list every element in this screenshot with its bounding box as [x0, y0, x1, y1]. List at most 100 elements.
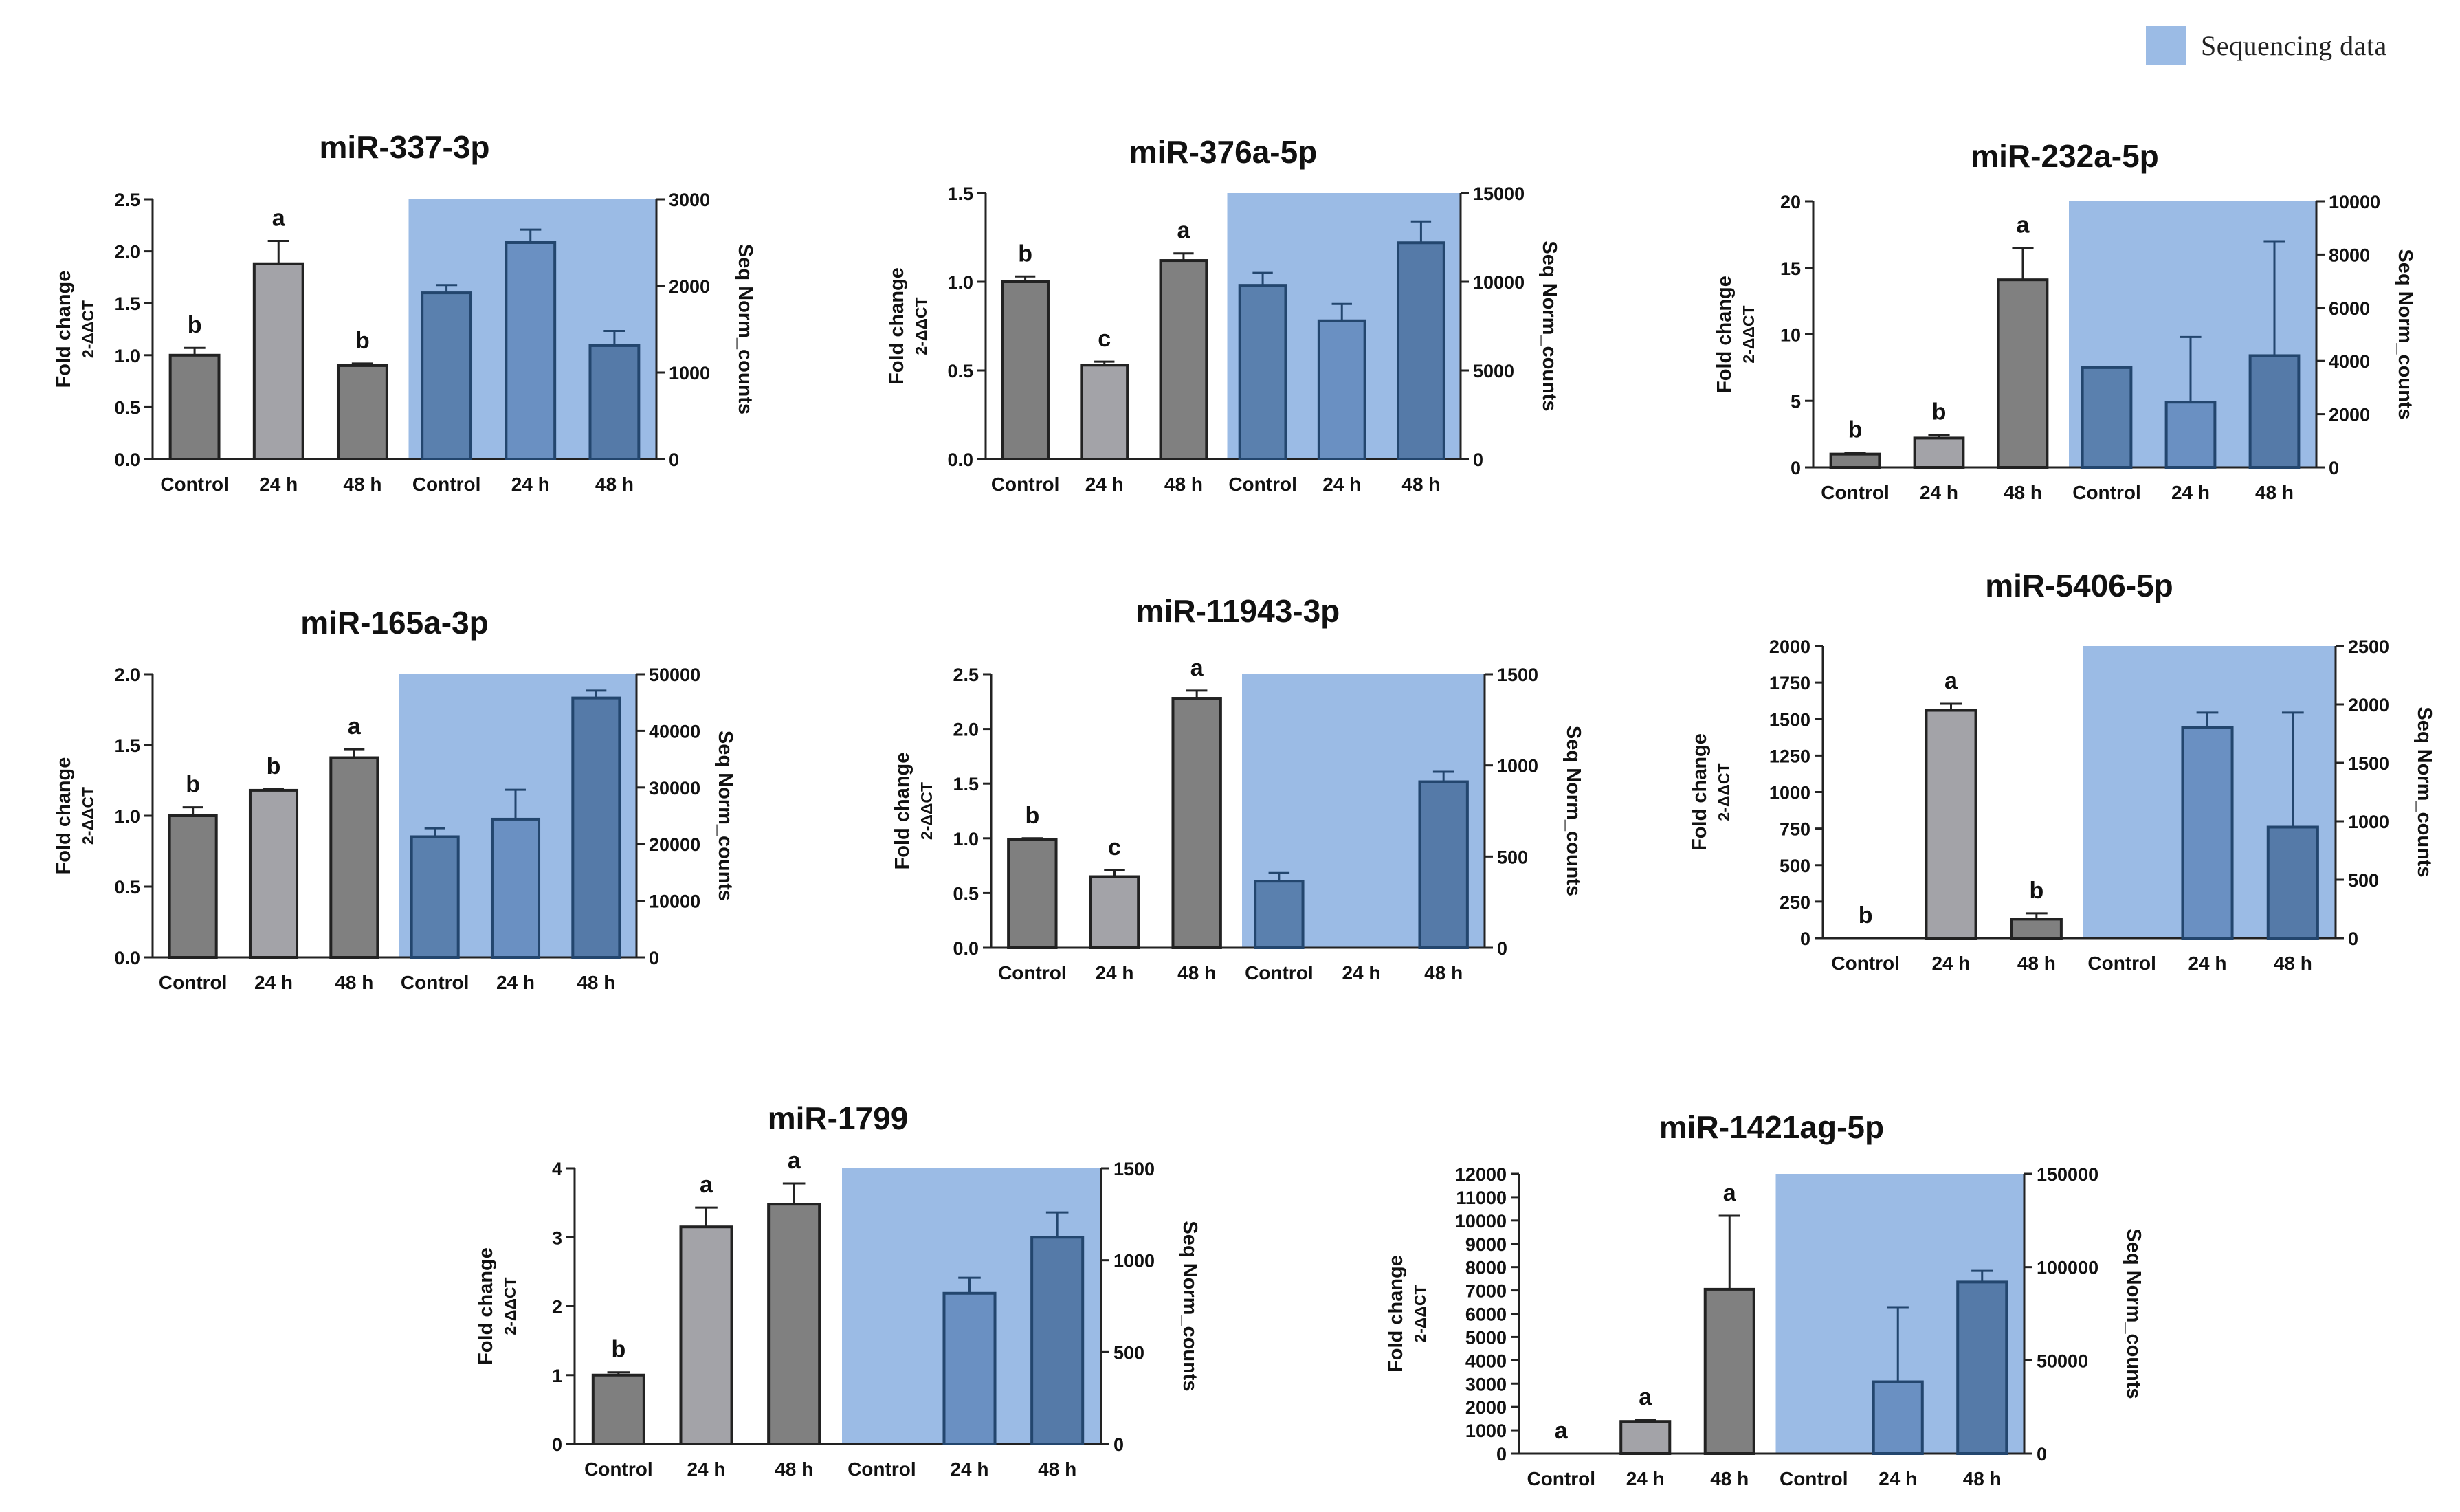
seq-bar: [410, 835, 460, 959]
qpcr-bar: [591, 1373, 645, 1445]
left-tick-label: 1.5: [114, 293, 140, 314]
x-tick-label: 48 h: [1038, 1458, 1076, 1480]
right-tick-label: 8000: [2329, 245, 2370, 265]
left-tick-label: 1000: [1465, 1421, 1507, 1441]
x-tick-label: Control: [1245, 962, 1314, 983]
y-axis-formula: 2-ΔΔCT: [1740, 305, 1758, 363]
qpcr-bar: [1703, 1287, 1755, 1455]
y-axis-formula: 2-ΔΔCT: [912, 297, 930, 355]
left-tick-label: 3000: [1465, 1374, 1507, 1394]
significance-letter: b: [2029, 878, 2043, 904]
chart-title: miR-1799: [768, 1100, 909, 1136]
significance-letter: a: [1944, 668, 1958, 694]
y2-axis-label: Seq Norm_counts: [2394, 249, 2416, 419]
right-tick-label: 100000: [2037, 1258, 2098, 1278]
x-tick-label: 48 h: [775, 1458, 813, 1480]
right-tick-label: 0: [1473, 449, 1483, 470]
right-tick-label: 2000: [669, 276, 710, 297]
x-tick-label: 48 h: [595, 474, 634, 495]
right-tick-label: 50000: [2037, 1350, 2088, 1371]
seq-bar: [1238, 284, 1287, 460]
chart-title: miR-337-3p: [320, 129, 490, 165]
x-tick-label: 48 h: [1177, 962, 1216, 983]
seq-bar: [571, 696, 621, 959]
significance-letter: b: [1025, 803, 1039, 829]
right-tick-label: 0: [2037, 1444, 2047, 1465]
y2-axis-label: Seq Norm_counts: [734, 244, 756, 414]
right-tick-label: 2500: [2348, 636, 2389, 657]
x-tick-label: 24 h: [2188, 953, 2226, 974]
left-tick-label: 1500: [1769, 709, 1810, 730]
significance-letter: a: [1639, 1384, 1652, 1410]
x-tick-label: 48 h: [2274, 953, 2312, 974]
chart-title: miR-165a-3p: [300, 605, 489, 641]
left-tick-label: 0.5: [114, 877, 140, 898]
left-tick-label: 0: [1800, 929, 1810, 949]
left-tick-label: 6000: [1465, 1304, 1507, 1325]
left-tick-label: 7000: [1465, 1281, 1507, 1302]
significance-letter: a: [700, 1172, 713, 1198]
x-tick-label: Control: [584, 1458, 653, 1480]
y-axis-label: Fold change: [1385, 1255, 1407, 1372]
left-tick-label: 0.0: [114, 948, 140, 968]
x-tick-label: Control: [998, 962, 1067, 983]
right-tick-label: 1500: [1497, 665, 1538, 685]
x-tick-label: 48 h: [1401, 474, 1440, 495]
left-tick-label: 0: [1791, 458, 1801, 478]
qpcr-bar: [168, 353, 221, 460]
left-tick-label: 1.5: [947, 184, 973, 204]
left-tick-label: 5: [1791, 391, 1801, 412]
x-tick-label: 24 h: [1626, 1468, 1665, 1489]
left-tick-label: 1250: [1769, 746, 1810, 766]
qpcr-bar: [2010, 918, 2063, 940]
qpcr-bar: [1171, 697, 1222, 949]
y-axis-formula: 2-ΔΔCT: [918, 782, 935, 840]
x-tick-label: 48 h: [335, 972, 373, 993]
y2-axis-label: Seq Norm_counts: [1538, 241, 1560, 411]
left-tick-label: 1750: [1769, 673, 1810, 693]
qpcr-bar: [252, 262, 304, 460]
x-tick-label: 24 h: [1095, 962, 1133, 983]
x-tick-label: Control: [2072, 482, 2141, 503]
chart-title: miR-376a-5p: [1129, 134, 1318, 170]
right-tick-label: 1500: [2348, 753, 2389, 774]
seq-bar: [942, 1291, 997, 1445]
left-tick-label: 1000: [1769, 783, 1810, 803]
right-tick-label: 10000: [649, 891, 700, 912]
left-tick-label: 1.0: [114, 346, 140, 366]
right-tick-label: 0: [1113, 1434, 1124, 1455]
seq-bar: [1872, 1380, 1924, 1455]
significance-letter: a: [1190, 655, 1204, 681]
right-tick-label: 500: [1497, 847, 1528, 867]
x-tick-label: 24 h: [259, 474, 298, 495]
chart-title: miR-232a-5p: [1971, 138, 2159, 174]
chart-panel-5: miR-11943-3p 0.0 0.5 1.0 1.5 2.0 2.5 0 500 1000 15…: [891, 593, 1584, 983]
right-tick-label: 20000: [649, 834, 700, 855]
right-tick-label: 5000: [1473, 361, 1514, 381]
x-tick-label: 48 h: [2255, 482, 2294, 503]
left-tick-label: 2.0: [114, 665, 140, 685]
left-tick-label: 250: [1780, 892, 1810, 913]
x-tick-label: 24 h: [1085, 474, 1124, 495]
left-tick-label: 2.0: [114, 242, 140, 263]
significance-letter: b: [1848, 417, 1863, 443]
left-tick-label: 5000: [1465, 1327, 1507, 1348]
left-tick-label: 20: [1780, 192, 1801, 212]
left-tick-label: 11000: [1456, 1188, 1507, 1208]
left-tick-label: 8000: [1465, 1258, 1507, 1278]
right-tick-label: 3000: [669, 190, 710, 210]
x-tick-label: 48 h: [2004, 482, 2042, 503]
left-tick-label: 1.0: [114, 806, 140, 827]
x-tick-label: 24 h: [2171, 482, 2210, 503]
x-tick-label: Control: [412, 474, 481, 495]
left-tick-label: 0.0: [953, 938, 979, 959]
left-tick-label: 0.5: [947, 361, 973, 381]
left-tick-label: 15: [1780, 258, 1801, 279]
significance-letter: a: [272, 205, 286, 231]
x-tick-label: Control: [1831, 953, 1900, 974]
x-tick-label: 48 h: [1164, 474, 1203, 495]
qpcr-bar: [1001, 280, 1050, 460]
chart-title: miR-5406-5p: [1985, 568, 2173, 603]
left-tick-label: 2.5: [953, 665, 979, 685]
x-tick-label: 48 h: [1963, 1468, 2002, 1489]
